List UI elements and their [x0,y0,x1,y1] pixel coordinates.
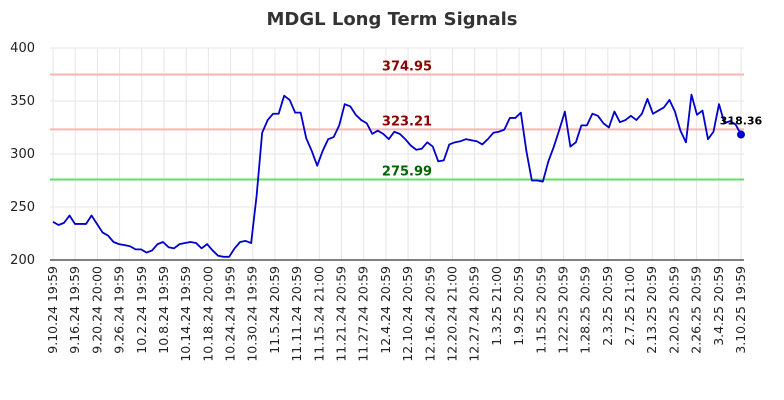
x-tick-label: 2.26.25 20:59 [689,266,704,354]
x-tick-label: 3.10.25 19:59 [733,266,748,354]
x-tick-label: 11.21.24 20:59 [334,266,349,362]
x-tick-label: 2.13.25 20:59 [644,266,659,354]
signal-level-label: 323.21 [382,114,432,129]
x-tick-label: 11.5.24 20:59 [267,266,282,354]
x-tick-label: 9.26.24 19:59 [112,266,127,354]
x-tick-label: 2.20.25 20:59 [666,266,681,354]
x-tick-label: 11.11.24 20:59 [289,266,304,362]
price-line [52,93,742,258]
x-tick-label: 12.27.24 20:59 [467,266,482,362]
x-tick-label: 10.30.24 19:59 [245,266,260,362]
x-tick-label: 10.24.24 19:59 [223,266,238,362]
x-tick-label: 1.9.25 20:59 [511,266,526,346]
y-tick-label: 250 [10,200,35,215]
y-tick-label: 400 [10,41,35,56]
x-tick-label: 11.27.24 20:59 [356,266,371,362]
last-point-marker [737,130,745,139]
x-tick-label: 9.20.24 20:00 [89,266,104,354]
signal-levels: 374.95 323.21 275.99 [50,60,744,181]
signal-level-label: 374.95 [382,60,432,75]
y-tick-label: 300 [10,147,35,162]
x-tick-label: 12.20.24 21:00 [444,266,459,362]
x-tick-label: 10.8.24 19:59 [156,266,171,354]
y-tick-label: 200 [10,253,35,268]
x-tick-label: 10.18.24 20:00 [200,266,215,362]
x-tick-label: 10.14.24 19:59 [178,266,193,362]
x-tick-label: 3.4.25 20:59 [711,266,726,346]
x-tick-label: 1.28.25 20:59 [578,266,593,354]
x-tick-label: 2.7.25 21:00 [622,266,637,346]
x-tick-label: 9.10.24 19:59 [45,266,60,354]
last-value-label: 318.36 [720,115,763,128]
axes: 200 250 300 350 400 9.10.24 19:59 9.16.24 19:5… [10,41,748,362]
x-tick-label: 1.3.25 21:00 [489,266,504,346]
price-series: 318.36 [52,93,763,258]
y-tick-label: 350 [10,94,35,109]
x-tick-label: 12.10.24 20:59 [400,266,415,362]
x-tick-label: 1.15.25 20:59 [533,266,548,354]
grid [50,47,744,261]
chart-title: MDGL Long Term Signals [266,9,517,30]
x-tick-label: 12.16.24 20:59 [422,266,437,362]
x-tick-label: 9.16.24 19:59 [67,266,82,354]
x-tick-label: 10.2.24 19:59 [134,266,149,354]
x-tick-label: 12.4.24 20:59 [378,266,393,354]
x-tick-label: 1.22.25 20:59 [555,266,570,354]
x-tick-label: 11.15.24 21:00 [311,266,326,362]
x-tick-label: 2.3.25 20:59 [600,266,615,346]
signal-level-label: 275.99 [382,164,432,179]
